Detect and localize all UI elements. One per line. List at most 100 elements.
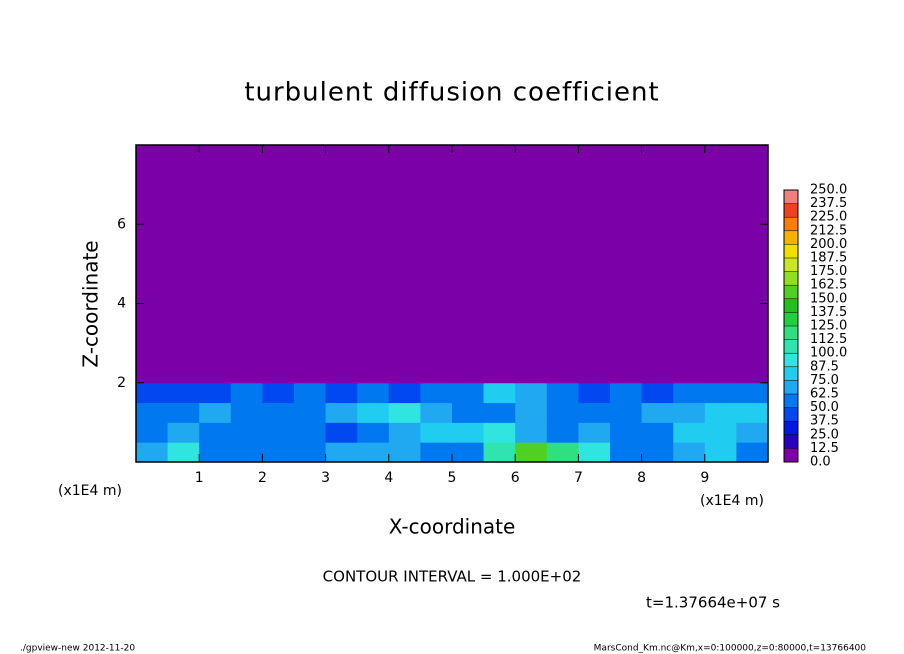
x-tick-label: 2 — [258, 470, 267, 486]
field-cell — [704, 402, 737, 423]
field-cell — [325, 145, 358, 384]
field-cell — [420, 442, 453, 463]
field-cell — [325, 422, 358, 443]
x-axis-label: X-coordinate — [389, 515, 516, 539]
field-cell — [546, 402, 579, 423]
colorbar-label: 12.5 — [810, 441, 839, 456]
x-tick-label: 6 — [511, 470, 520, 486]
colorbar-label: 225.0 — [810, 210, 847, 225]
colorbar-segment — [784, 339, 798, 354]
field-cell — [673, 402, 706, 423]
field-cell — [262, 442, 295, 463]
field-cell — [357, 382, 390, 404]
field-cell — [357, 442, 390, 463]
field-cell — [673, 442, 706, 463]
field-cell — [452, 402, 485, 423]
colorbar-segment — [784, 312, 798, 326]
field-cell — [610, 402, 643, 423]
field-cell — [736, 442, 769, 463]
colorbar-segment — [784, 190, 798, 204]
colorbar-label: 25.0 — [810, 427, 839, 442]
colorbar-segment — [784, 407, 798, 422]
field-cell — [199, 422, 232, 443]
colorbar-segment — [784, 394, 798, 408]
field-cell — [167, 145, 200, 384]
colorbar-segment — [784, 230, 798, 245]
field-cell — [230, 442, 263, 463]
colorbar-label: 50.0 — [810, 400, 839, 415]
colorbar-segment — [784, 326, 798, 340]
field-cell — [452, 422, 485, 443]
field-cell — [578, 402, 611, 423]
colorbar-segment — [784, 258, 798, 272]
field-cell — [515, 442, 548, 463]
field-cell — [704, 382, 737, 404]
x-tick-label: 8 — [637, 470, 646, 486]
field-cell — [230, 402, 263, 423]
field-cell — [357, 402, 390, 423]
colorbar-segment — [784, 434, 798, 449]
colorbar-label: 250.0 — [810, 183, 847, 198]
field-cell — [325, 402, 358, 423]
field-cell — [736, 422, 769, 443]
field-cell — [294, 145, 327, 384]
field-cell — [167, 402, 200, 423]
field-cell — [641, 402, 674, 423]
x-tick-label: 5 — [448, 470, 457, 486]
field-cell — [736, 402, 769, 423]
field-cell — [325, 442, 358, 463]
field-cell — [262, 145, 295, 384]
colorbar-label: 62.5 — [810, 387, 839, 402]
field-cell — [136, 402, 169, 423]
colorbar-label: 237.5 — [810, 196, 847, 211]
y-tick-label: 4 — [117, 296, 126, 312]
field-cell — [610, 422, 643, 443]
field-cell — [641, 382, 674, 404]
field-cell — [578, 422, 611, 443]
field-cell — [515, 145, 548, 384]
colorbar-segment — [784, 353, 798, 367]
colorbar-segment — [784, 285, 798, 299]
field-cell — [420, 422, 453, 443]
field-cell — [199, 442, 232, 463]
field-cell — [546, 382, 579, 404]
field-cell — [230, 422, 263, 443]
colorbar-segment — [784, 366, 798, 381]
field-cell — [704, 145, 737, 384]
colorbar-label: 150.0 — [810, 291, 847, 306]
x-tick-label: 9 — [700, 470, 709, 486]
x-unit: (x1E4 m) — [700, 493, 764, 509]
field-cell — [199, 382, 232, 404]
field-cell — [578, 442, 611, 463]
field-cell — [483, 145, 516, 384]
field-cell — [230, 382, 263, 404]
field-cell — [452, 145, 485, 384]
colorbar-segment — [784, 203, 798, 218]
field-cell — [610, 145, 643, 384]
x-tick-label: 4 — [384, 470, 393, 486]
colorbar-segment — [784, 448, 798, 462]
field-cell — [483, 382, 516, 404]
field-cell — [704, 422, 737, 443]
field-cell — [483, 422, 516, 443]
field-cell — [230, 145, 263, 384]
field-cell — [325, 382, 358, 404]
field-cell — [357, 145, 390, 384]
field-cell — [136, 145, 169, 384]
field-cell — [388, 422, 421, 443]
field-cell — [294, 402, 327, 423]
chart-title: turbulent diffusion coefficient — [244, 78, 659, 108]
field-cell — [388, 145, 421, 384]
field-cell — [294, 422, 327, 443]
field-cell — [420, 402, 453, 423]
field-cell — [483, 442, 516, 463]
colorbar-label: 187.5 — [810, 251, 847, 266]
field-cell — [610, 442, 643, 463]
field-cell — [167, 422, 200, 443]
colorbar-label: 125.0 — [810, 319, 847, 334]
field-cell — [736, 382, 769, 404]
field-cell — [294, 382, 327, 404]
field-cell — [546, 145, 579, 384]
y-tick-label: 2 — [117, 375, 126, 391]
